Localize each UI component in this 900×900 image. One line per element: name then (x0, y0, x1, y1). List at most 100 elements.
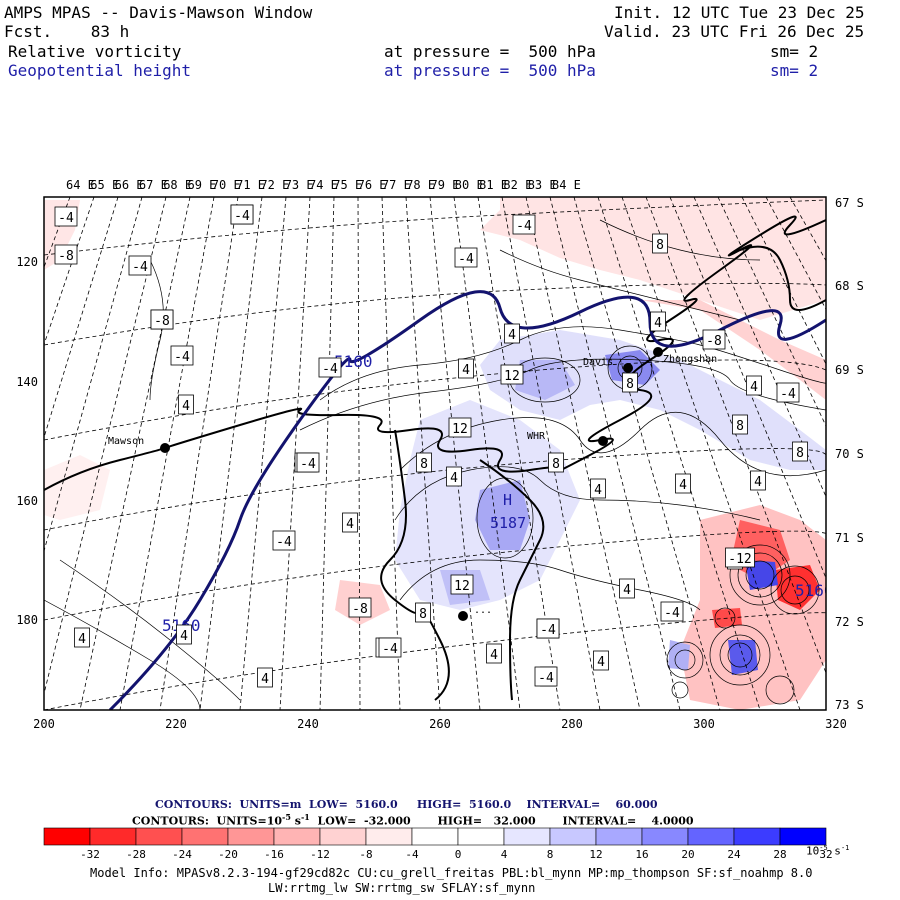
meridian-line (645, 197, 826, 675)
vorticity-label-text: 8 (736, 419, 744, 434)
station-marker-other[interactable] (458, 611, 468, 621)
colorbar-swatch (641, 827, 689, 846)
x-tick-label: 300 (693, 717, 715, 731)
vorticity-label: -4 (128, 255, 152, 276)
height-contour-low: LOW= 5160.0 (309, 798, 398, 811)
vorticity-label: -4 (534, 666, 558, 687)
station-marker-zhongshan[interactable] (598, 436, 608, 446)
vorticity-label-box (675, 473, 691, 494)
vorticity-label-box (272, 530, 296, 551)
x-tick-label: 220 (165, 717, 187, 731)
vorticity-label: -4 (512, 214, 536, 235)
lon-label: 69 E (188, 178, 217, 192)
negative-vorticity-region (44, 455, 110, 520)
colorbar-label: -32 (80, 848, 100, 861)
vorticity-label: -4 (660, 601, 684, 622)
vorticity-label-text: 4 (750, 380, 758, 395)
vorticity-label-box (652, 233, 668, 254)
vorticity-label-text: 4 (508, 328, 516, 343)
vorticity-label-text: -4 (322, 362, 338, 377)
field2-name: Geopotential height (8, 61, 192, 80)
vorticity-label-text: 8 (656, 238, 664, 253)
vorticity-contour (399, 411, 826, 476)
station-marker-davis[interactable] (623, 363, 633, 373)
vorticity-label-text: 4 (597, 655, 605, 670)
height-label: 5160 (795, 581, 834, 600)
meridian-line (279, 197, 311, 710)
negative-vorticity-region (680, 505, 826, 710)
vorticity-contour (666, 641, 704, 679)
high-center-marker: H (503, 491, 512, 509)
field2-level: at pressure = 500 hPa (384, 61, 596, 80)
station-labels: Mawson Davis Zhongshan WHR... (108, 354, 717, 616)
colorbar-units-s-exp: -1 (840, 844, 850, 852)
negative-vorticity-region (640, 300, 826, 400)
vorticity-units-exponent: -5 (282, 812, 291, 822)
station-label: Mawson (108, 436, 144, 447)
vorticity-label-box (128, 255, 152, 276)
station-marker-mawson[interactable] (160, 443, 170, 453)
vorticity-label: 4 (176, 624, 192, 645)
vorticity-contour-interval: INTERVAL= 4.0000 (562, 814, 694, 828)
vorticity-label: 8 (622, 372, 638, 393)
station-label: Davis (583, 357, 613, 368)
y-tick-labels: 120 140 160 180 (16, 255, 38, 627)
vorticity-label-box (660, 601, 684, 622)
colorbar-label: -4 (405, 848, 419, 861)
station-label: ... (474, 605, 492, 616)
meridian-line (44, 197, 71, 269)
vorticity-label-box (776, 382, 800, 403)
colorbar-label: -20 (218, 848, 238, 861)
positive-vorticity-region (668, 640, 690, 670)
colorbar-swatch (411, 827, 459, 846)
vorticity-contour (729, 544, 791, 606)
vorticity-label-text: -8 (58, 249, 74, 264)
height-contour-interval: INTERVAL= 60.000 (526, 798, 658, 811)
meridian-line (453, 197, 521, 710)
vorticity-contour-low: LOW= -32.000 (317, 814, 411, 828)
vorticity-label-text: -12 (728, 552, 751, 567)
vorticity-label-text: 4 (450, 471, 458, 486)
x-tick-label: 260 (429, 717, 451, 731)
coastline (44, 215, 826, 701)
vorticity-label: -4 (378, 637, 402, 658)
init-time: Init. 12 UTC Tue 23 Dec 25 (614, 4, 864, 22)
coastline-path (44, 215, 826, 491)
vorticity-label-box (702, 329, 726, 350)
vorticity-label: 4 (486, 643, 502, 664)
vorticity-label: -4 (536, 618, 560, 639)
vorticity-label-text: 4 (180, 629, 188, 644)
vorticity-contour (737, 552, 783, 598)
vorticity-label: 12 (500, 364, 524, 385)
vorticity-label-box (593, 650, 609, 671)
vorticity-label-box (257, 667, 273, 688)
meridian-line (405, 197, 441, 710)
coastline-path (380, 429, 450, 701)
meridian-line (319, 197, 335, 710)
vorticity-contour (299, 358, 826, 431)
vorticity-label: 4 (257, 667, 273, 688)
coastline-path (739, 245, 826, 311)
lat-label: 70 S (835, 447, 864, 461)
vorticity-label-box (534, 666, 558, 687)
field2-smoothing: sm= 2 (770, 61, 819, 80)
valid-value: 23 UTC Fri 26 Dec 25 (671, 22, 865, 41)
lon-label: 75 E (333, 178, 362, 192)
vorticity-contour (719, 634, 761, 676)
vorticity-label-box (536, 618, 560, 639)
colorbar-label: 28 (773, 848, 786, 861)
vorticity-label-text: -4 (382, 642, 398, 657)
colorbar-swatch (89, 827, 137, 846)
vorticity-label-text: 4 (78, 632, 86, 647)
vorticity-label-box (318, 357, 342, 378)
parallel-line (44, 282, 826, 346)
meridian-line (199, 197, 263, 710)
station-marker-whr[interactable] (653, 347, 663, 357)
vorticity-label-text: 8 (419, 607, 427, 622)
vorticity-contour (149, 259, 164, 401)
vorticity-label-box (750, 470, 766, 491)
meridian-line (44, 197, 143, 553)
lat-label: 69 S (835, 363, 864, 377)
